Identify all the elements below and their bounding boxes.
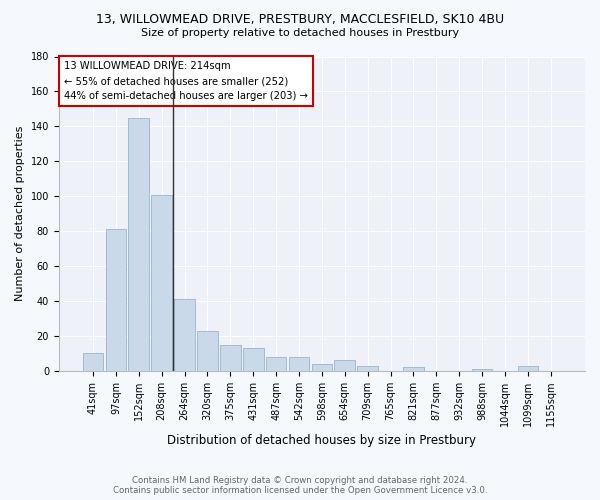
Bar — [243, 348, 263, 371]
Bar — [106, 230, 126, 371]
Bar — [266, 357, 286, 371]
Bar — [151, 194, 172, 371]
Bar — [128, 118, 149, 371]
Bar — [472, 369, 493, 371]
Bar — [358, 366, 378, 371]
Bar — [289, 357, 309, 371]
Y-axis label: Number of detached properties: Number of detached properties — [15, 126, 25, 302]
Text: Contains HM Land Registry data © Crown copyright and database right 2024.
Contai: Contains HM Land Registry data © Crown c… — [113, 476, 487, 495]
X-axis label: Distribution of detached houses by size in Prestbury: Distribution of detached houses by size … — [167, 434, 476, 448]
Text: Size of property relative to detached houses in Prestbury: Size of property relative to detached ho… — [141, 28, 459, 38]
Bar — [518, 366, 538, 371]
Bar — [197, 331, 218, 371]
Bar — [311, 364, 332, 371]
Bar — [83, 354, 103, 371]
Bar — [174, 300, 195, 371]
Bar — [220, 344, 241, 371]
Bar — [403, 368, 424, 371]
Text: 13, WILLOWMEAD DRIVE, PRESTBURY, MACCLESFIELD, SK10 4BU: 13, WILLOWMEAD DRIVE, PRESTBURY, MACCLES… — [96, 12, 504, 26]
Bar — [334, 360, 355, 371]
Text: 13 WILLOWMEAD DRIVE: 214sqm
← 55% of detached houses are smaller (252)
44% of se: 13 WILLOWMEAD DRIVE: 214sqm ← 55% of det… — [64, 61, 308, 101]
